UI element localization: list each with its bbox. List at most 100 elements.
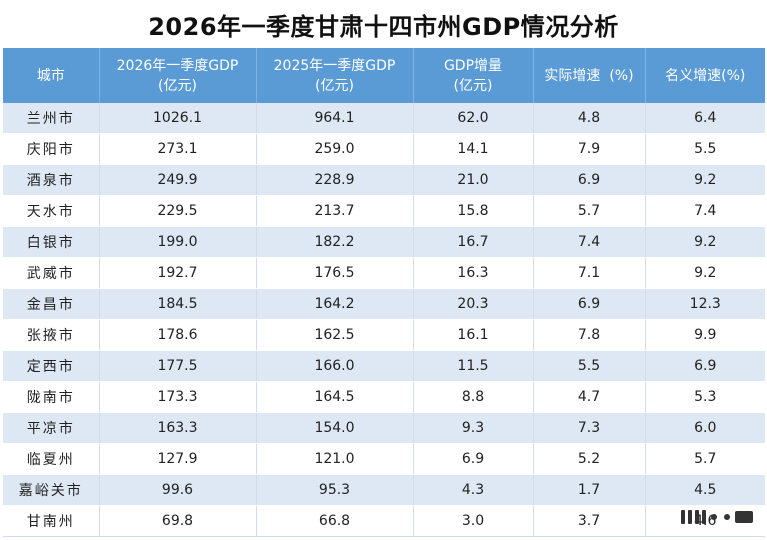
cell-nominal: 5.5 — [645, 133, 765, 165]
cell-increase: 4.3 — [413, 474, 534, 506]
cell-increase: 16.3 — [413, 257, 534, 289]
cell-nominal: 6.9 — [645, 350, 765, 382]
cell-city: 武威市 — [3, 257, 100, 289]
table-row: 兰州市 1026.1 964.1 62.0 4.8 6.4 — [3, 103, 765, 134]
table-row: 平凉市 163.3 154.0 9.3 7.3 6.0 — [3, 412, 765, 444]
header-increase: GDP增量 (亿元) — [413, 48, 534, 103]
header-gdp2026-label: 2026年一季度GDP — [116, 57, 239, 74]
cell-gdp2025: 154.0 — [256, 412, 414, 444]
cell-city: 白银市 — [3, 226, 100, 258]
cell-gdp2025: 66.8 — [256, 505, 414, 537]
cell-city: 嘉峪关市 — [3, 474, 100, 506]
cell-city: 平凉市 — [3, 412, 100, 444]
cell-real: 4.7 — [533, 381, 646, 413]
cell-real: 5.5 — [533, 350, 646, 382]
header-gdp2025-label: 2025年一季度GDP — [273, 57, 396, 74]
cell-nominal: 5.7 — [645, 443, 765, 475]
table-header: 城市 2026年一季度GDP (亿元) 2025年一季度GDP (亿元) GDP… — [3, 48, 765, 103]
cell-gdp2026: 1026.1 — [99, 103, 257, 134]
cell-real: 6.9 — [533, 288, 646, 320]
cell-real: 7.8 — [533, 319, 646, 351]
header-real-growth: 实际增速 (%) — [533, 48, 646, 103]
header-gdp2025: 2025年一季度GDP (亿元) — [256, 48, 414, 103]
watermark-logo — [681, 508, 753, 526]
table-row: 定西市 177.5 166.0 11.5 5.5 6.9 — [3, 350, 765, 382]
cell-city: 庆阳市 — [3, 133, 100, 165]
cell-nominal: 9.9 — [645, 319, 765, 351]
cell-gdp2026: 177.5 — [99, 350, 257, 382]
cell-increase: 9.3 — [413, 412, 534, 444]
cell-real: 7.9 — [533, 133, 646, 165]
cell-gdp2025: 964.1 — [256, 103, 414, 134]
cell-city: 兰州市 — [3, 103, 100, 134]
table-row: 临夏州 127.9 121.0 6.9 5.2 5.7 — [3, 443, 765, 475]
header-city: 城市 — [3, 48, 100, 103]
cell-gdp2026: 173.3 — [99, 381, 257, 413]
cell-increase: 15.8 — [413, 195, 534, 227]
cell-city: 甘南州 — [3, 505, 100, 537]
cell-real: 6.9 — [533, 164, 646, 196]
cell-nominal: 9.2 — [645, 226, 765, 258]
cell-increase: 62.0 — [413, 103, 534, 134]
cell-nominal: 9.2 — [645, 164, 765, 196]
cell-increase: 6.9 — [413, 443, 534, 475]
cell-increase: 14.1 — [413, 133, 534, 165]
header-gdp2025-unit: (亿元) — [315, 77, 354, 94]
cell-gdp2026: 99.6 — [99, 474, 257, 506]
cell-nominal: 6.0 — [645, 412, 765, 444]
cell-increase: 11.5 — [413, 350, 534, 382]
cell-increase: 16.7 — [413, 226, 534, 258]
header-gdp2026: 2026年一季度GDP (亿元) — [99, 48, 257, 103]
cell-real: 4.8 — [533, 103, 646, 134]
cell-real: 1.7 — [533, 474, 646, 506]
cell-increase: 20.3 — [413, 288, 534, 320]
cell-real: 7.4 — [533, 226, 646, 258]
cell-increase: 21.0 — [413, 164, 534, 196]
table-row: 酒泉市 249.9 228.9 21.0 6.9 9.2 — [3, 164, 765, 196]
header-increase-label: GDP增量 — [443, 57, 503, 74]
cell-gdp2026: 192.7 — [99, 257, 257, 289]
cell-gdp2025: 259.0 — [256, 133, 414, 165]
cell-city: 临夏州 — [3, 443, 100, 475]
cell-nominal: 6.4 — [645, 103, 765, 134]
cell-increase: 3.0 — [413, 505, 534, 537]
cell-gdp2025: 228.9 — [256, 164, 414, 196]
table-row: 庆阳市 273.1 259.0 14.1 7.9 5.5 — [3, 133, 765, 165]
cell-gdp2025: 176.5 — [256, 257, 414, 289]
cell-city: 陇南市 — [3, 381, 100, 413]
cell-real: 5.2 — [533, 443, 646, 475]
cell-real: 5.7 — [533, 195, 646, 227]
table-row: 张掖市 178.6 162.5 16.1 7.8 9.9 — [3, 319, 765, 351]
table-row: 白银市 199.0 182.2 16.7 7.4 9.2 — [3, 226, 765, 258]
table-row: 金昌市 184.5 164.2 20.3 6.9 12.3 — [3, 288, 765, 320]
cell-city: 天水市 — [3, 195, 100, 227]
header-nominal-growth: 名义增速(%) — [645, 48, 765, 103]
table-row: 陇南市 173.3 164.5 8.8 4.7 5.3 — [3, 381, 765, 413]
cell-city: 张掖市 — [3, 319, 100, 351]
cell-nominal: 12.3 — [645, 288, 765, 320]
cell-nominal: 9.2 — [645, 257, 765, 289]
table-body: 兰州市 1026.1 964.1 62.0 4.8 6.4 庆阳市 273.1 259.0 14.… — [3, 103, 765, 537]
cell-increase: 8.8 — [413, 381, 534, 413]
cell-gdp2026: 127.9 — [99, 443, 257, 475]
cell-gdp2025: 166.0 — [256, 350, 414, 382]
cell-city: 定西市 — [3, 350, 100, 382]
cell-real: 7.1 — [533, 257, 646, 289]
cell-real: 7.3 — [533, 412, 646, 444]
cell-gdp2025: 164.2 — [256, 288, 414, 320]
table-row: 天水市 229.5 213.7 15.8 5.7 7.4 — [3, 195, 765, 227]
page-title: 2026年一季度甘肃十四市州GDP情况分析 — [148, 12, 619, 41]
cell-city: 酒泉市 — [3, 164, 100, 196]
header-increase-unit: (亿元) — [453, 77, 493, 94]
cell-gdp2026: 184.5 — [99, 288, 257, 320]
cell-gdp2026: 163.3 — [99, 412, 257, 444]
cell-gdp2025: 121.0 — [256, 443, 414, 475]
cell-gdp2026: 249.9 — [99, 164, 257, 196]
header-gdp2026-unit: (亿元) — [158, 77, 197, 94]
cell-gdp2025: 213.7 — [256, 195, 414, 227]
cell-gdp2026: 69.8 — [99, 505, 257, 537]
cell-increase: 16.1 — [413, 319, 534, 351]
table-row: 嘉峪关市 99.6 95.3 4.3 1.7 4.5 — [3, 474, 765, 506]
cell-gdp2025: 164.5 — [256, 381, 414, 413]
